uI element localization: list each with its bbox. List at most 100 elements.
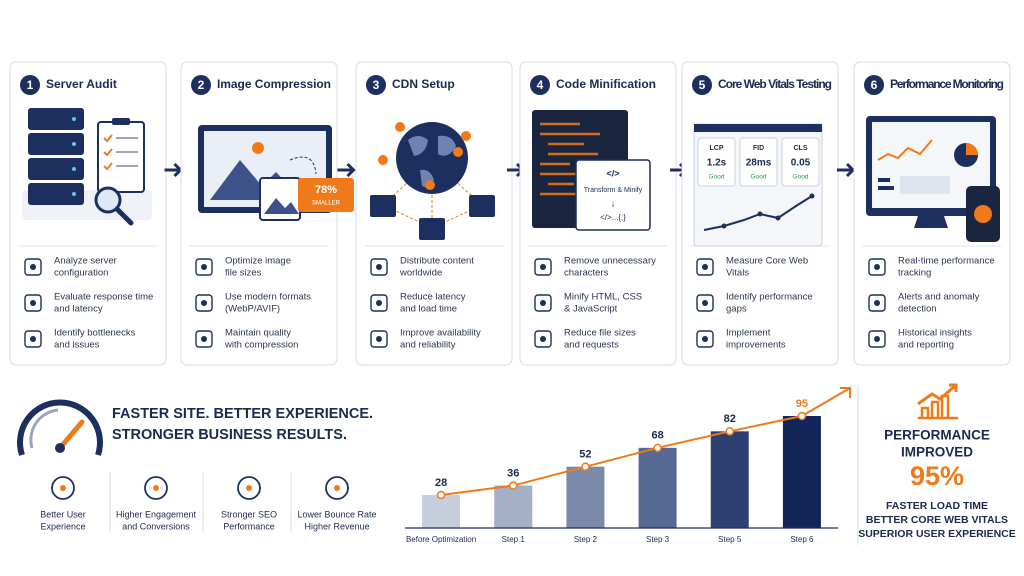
vital-value: 0.05 <box>791 158 811 169</box>
value-label: 95 <box>796 398 808 410</box>
vital-value: 28ms <box>746 158 772 169</box>
headline: STRONGER BUSINESS RESULTS. <box>112 427 347 443</box>
x-tick-label: Step 5 <box>718 535 742 544</box>
benefit-icon <box>144 476 168 500</box>
benefit-icon <box>325 476 349 500</box>
vital-value: 1.2s <box>707 158 727 169</box>
item-icon <box>370 294 388 312</box>
item-icon-dot <box>702 336 708 342</box>
step-item: Optimize image <box>225 256 291 267</box>
step-badge <box>692 75 712 95</box>
bar <box>422 494 461 528</box>
trend-point <box>509 481 518 490</box>
vital-card <box>781 137 820 187</box>
bar <box>494 485 533 528</box>
step-item: Reduce file sizes <box>564 328 636 339</box>
step-item: and requests <box>564 340 619 351</box>
item-icon-dot <box>30 300 36 306</box>
step-number: 1 <box>27 78 34 92</box>
step-title: Code Minification <box>556 77 656 91</box>
item-icon <box>370 258 388 276</box>
step-card <box>355 61 513 366</box>
step-item: Historical insights <box>898 328 972 339</box>
item-icon <box>534 258 552 276</box>
x-tick-label: Before Optimization <box>406 535 476 544</box>
step-title: Image Compression <box>217 77 331 91</box>
item-icon-dot <box>201 300 207 306</box>
summary-title: IMPROVED <box>901 445 973 460</box>
step-title: CDN Setup <box>392 77 455 91</box>
step-number: 3 <box>373 78 380 92</box>
step-item: (WebP/AVIF) <box>225 304 280 315</box>
benefit-label: Experience <box>40 521 85 531</box>
summary-panel: PERFORMANCE IMPROVED 95% FASTER LOAD TIM… <box>857 383 1016 545</box>
step-item: and load time <box>400 304 457 315</box>
vitals-illustration: LCP 1.2s Good FID 28ms Good CLS 0.05 Good <box>693 123 823 247</box>
step-item: Identify performance <box>726 292 813 303</box>
step-item: and latency <box>54 304 103 315</box>
step-item: Identify bottlenecks <box>54 328 136 339</box>
item-icon-dot <box>874 300 880 306</box>
vital-status: Good <box>709 174 725 181</box>
item-icon <box>868 330 886 348</box>
benefit-icon <box>51 476 75 500</box>
vital-metric: FID <box>753 145 764 152</box>
item-icon-dot <box>874 264 880 270</box>
arrow-symbol: ↓ <box>611 198 616 208</box>
step-item: gaps <box>726 304 747 315</box>
step-arrow <box>164 162 183 178</box>
step-number: 6 <box>871 78 878 92</box>
step-item: Implement <box>726 328 771 339</box>
benefit-icon-dot <box>246 485 252 491</box>
item-icon-dot <box>376 336 382 342</box>
item-icon <box>24 258 42 276</box>
item-icon <box>696 258 714 276</box>
item-icon <box>370 330 388 348</box>
step-item: Measure Core Web <box>726 256 808 267</box>
item-icon-dot <box>540 264 546 270</box>
vital-metric: CLS <box>794 145 808 152</box>
vital-status: Good <box>751 174 767 181</box>
item-icon <box>696 330 714 348</box>
summary-highlight: 95% <box>910 461 964 491</box>
step-item: file sizes <box>225 268 262 279</box>
badge-value: 78% <box>315 184 337 196</box>
vital-metric: LCP <box>710 145 724 152</box>
headline: FASTER SITE. BETTER EXPERIENCE. <box>112 406 373 422</box>
step-item: Reduce latency <box>400 292 466 303</box>
item-icon <box>195 330 213 348</box>
summary-point: FASTER LOAD TIME <box>886 500 988 512</box>
step-item: Real-time performance <box>898 256 995 267</box>
step-item: Improve availability <box>400 328 481 339</box>
x-tick-label: Step 6 <box>790 535 814 544</box>
step-item: Vitals <box>726 268 749 279</box>
benefits: Better User Experience Higher Engagement an… <box>40 472 377 532</box>
step-item: tracking <box>898 268 931 279</box>
item-icon <box>534 330 552 348</box>
benefit-label: Higher Engagement <box>116 509 197 519</box>
badge-label: SMALLER <box>312 201 341 207</box>
transform-label: Transform & Minify <box>584 187 643 194</box>
trend-point <box>653 443 662 453</box>
x-tick-label: Step 1 <box>502 535 526 544</box>
item-icon-dot <box>540 336 546 342</box>
step-item: and issues <box>54 340 100 351</box>
benefit-label: Stronger SEO <box>221 509 277 519</box>
summary-point: BETTER CORE WEB VITALS <box>866 514 1008 526</box>
trend-point <box>581 462 590 471</box>
step-badge <box>366 75 386 95</box>
step-item: Maintain quality <box>225 328 291 339</box>
benefit-icon <box>237 476 261 500</box>
step-item: Distribute content <box>400 256 474 267</box>
gauge-icon <box>17 399 103 456</box>
step-item: with compression <box>224 340 298 351</box>
bar-chart: 28 Before Optimization 36 Step 1 52 Step 2 68 S… <box>405 387 851 544</box>
code-illustration: </> Transform & Minify ↓ </>...{;} <box>532 110 651 231</box>
step-item: configuration <box>54 268 108 279</box>
item-icon <box>24 330 42 348</box>
vital-status: Good <box>793 174 809 181</box>
benefit-label: Better User <box>40 509 86 519</box>
bar <box>710 431 749 528</box>
x-tick-label: Step 2 <box>574 535 598 544</box>
